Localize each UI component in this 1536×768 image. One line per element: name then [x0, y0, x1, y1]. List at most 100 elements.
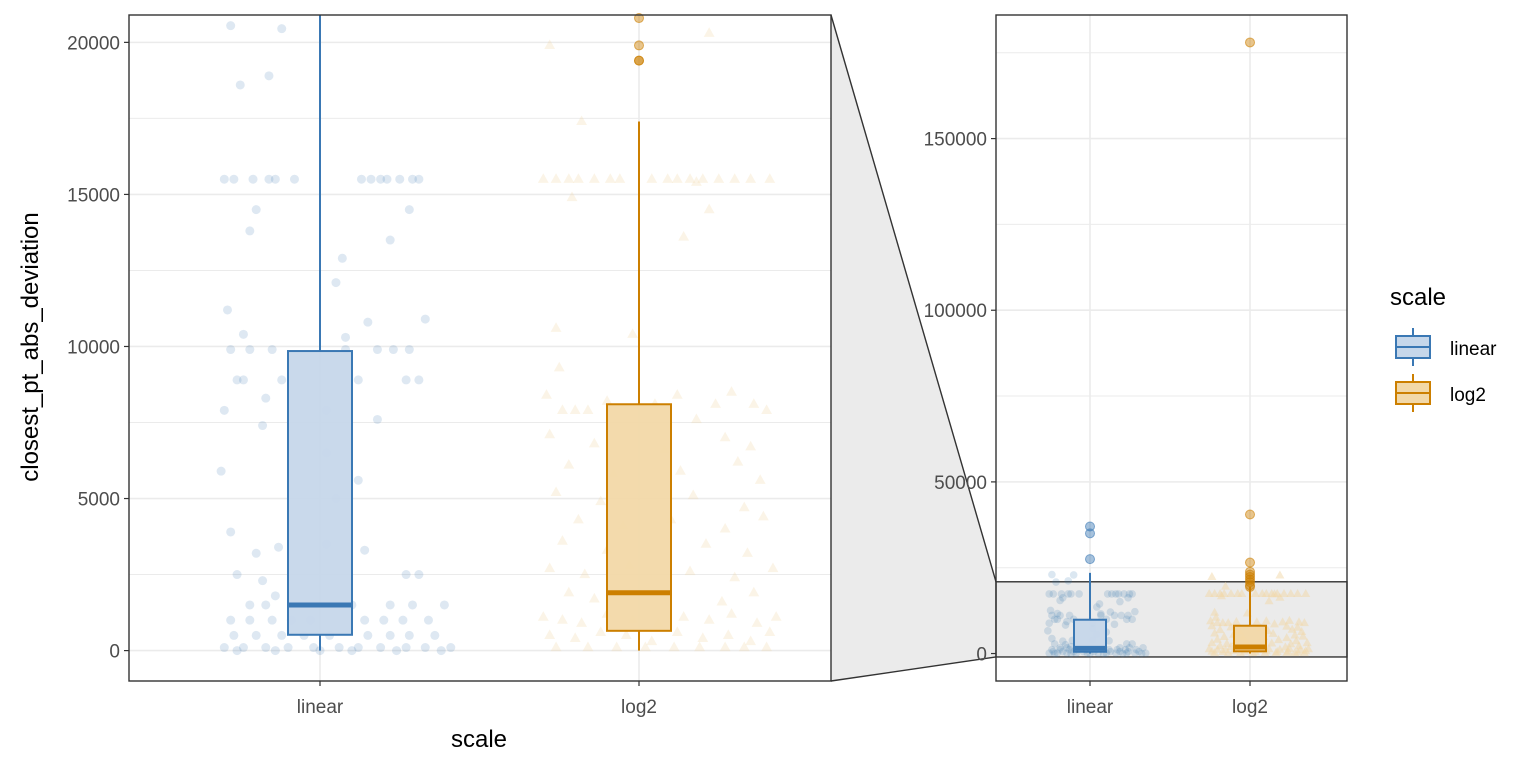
data-point-linear [353, 643, 363, 653]
data-point-log2 [1264, 596, 1274, 605]
data-point-linear [1132, 645, 1141, 654]
main-boxplots [287, 13, 672, 651]
data-point-log2 [1298, 631, 1308, 640]
data-point-log2 [1215, 625, 1225, 634]
data-point-log2 [678, 231, 690, 241]
data-point-log2 [1210, 628, 1220, 637]
outlier-log2 [1245, 574, 1255, 585]
data-point-log2 [1282, 621, 1292, 630]
data-point-linear [219, 643, 229, 653]
data-point-linear [1097, 610, 1105, 618]
outlier-log2 [634, 13, 644, 24]
legend-label-linear: linear [1450, 339, 1497, 360]
data-point-linear [372, 345, 382, 355]
data-point-log2 [537, 611, 549, 621]
data-point-log2 [1282, 633, 1292, 642]
outlier-log2 [1245, 571, 1255, 582]
data-point-log2 [563, 173, 575, 183]
data-point-linear [363, 317, 373, 327]
data-point-log2 [1279, 588, 1289, 597]
y-tick-label: 100000 [924, 301, 987, 322]
data-point-linear [1065, 645, 1074, 654]
y-tick-label: 150000 [924, 130, 987, 151]
data-point-log2 [726, 386, 737, 396]
data-point-linear [232, 570, 242, 580]
data-point-linear [1057, 590, 1066, 598]
data-point-linear [261, 393, 271, 403]
data-point-linear [219, 405, 229, 415]
data-point-linear [219, 174, 229, 184]
zoom-connector-edge [830, 14, 997, 582]
x-axis-title: scale [451, 726, 507, 753]
data-point-linear [1124, 611, 1132, 620]
main-panel-border [128, 14, 832, 682]
data-point-linear [1107, 590, 1116, 598]
data-point-log2 [675, 465, 686, 475]
data-point-log2 [1231, 617, 1241, 626]
data-point-linear [1067, 590, 1075, 598]
data-point-linear [1044, 627, 1052, 635]
data-point-log2 [576, 115, 587, 126]
data-point-log2 [719, 522, 731, 533]
data-point-log2 [761, 641, 772, 652]
data-point-log2 [557, 614, 568, 624]
outlier-log2 [1245, 577, 1255, 588]
data-point-log2 [557, 404, 568, 414]
data-point-log2 [710, 398, 721, 408]
data-point-linear [232, 375, 242, 385]
data-point-linear [1141, 649, 1150, 657]
data-point-log2 [550, 641, 562, 652]
zoom-panel-border [995, 14, 1348, 682]
data-point-log2 [1237, 588, 1247, 597]
data-point-log2 [550, 322, 562, 332]
data-point-log2 [614, 173, 626, 183]
data-point-log2 [544, 39, 556, 50]
data-point-linear [347, 646, 357, 656]
data-point-linear [1049, 590, 1058, 598]
data-point-log2 [572, 513, 584, 524]
data-point-log2 [1207, 621, 1217, 630]
outlier-log2 [634, 40, 644, 51]
data-point-log2 [588, 592, 600, 603]
data-point-log2 [553, 361, 565, 372]
data-point-log2 [1271, 648, 1281, 657]
data-point-log2 [703, 203, 715, 214]
main-y-axis: 0 5000 10000 15000 20000 [67, 33, 129, 663]
data-point-linear [1056, 645, 1064, 654]
data-point-linear [1046, 606, 1055, 615]
data-point-linear [238, 329, 248, 339]
zoom-y-axis: 0 50000 100000 150000 [924, 130, 996, 666]
data-point-linear [366, 174, 376, 184]
data-point-linear [1064, 577, 1073, 585]
data-point-log2 [572, 173, 584, 183]
data-point-log2 [569, 632, 581, 643]
data-point-linear [385, 235, 395, 245]
data-point-linear [1137, 649, 1146, 658]
data-point-linear [270, 591, 280, 601]
outlier-log2 [1245, 557, 1255, 568]
data-point-log2 [541, 389, 552, 399]
data-point-log2 [1275, 570, 1285, 579]
outlier-log2 [1245, 580, 1255, 591]
data-point-linear [274, 542, 284, 552]
data-point-log2 [678, 611, 690, 621]
data-point-log2 [1274, 635, 1284, 644]
data-point-linear [1110, 611, 1119, 620]
data-point-linear [226, 345, 236, 355]
data-point-log2 [1269, 619, 1279, 628]
x-tick-label: linear [1067, 697, 1114, 718]
data-point-linear [1128, 640, 1136, 648]
data-point-log2 [569, 404, 581, 414]
data-point-linear [420, 314, 430, 324]
data-point-linear [1075, 590, 1083, 598]
data-point-linear [1095, 600, 1104, 608]
zoom-connector [831, 15, 996, 681]
data-point-linear [226, 21, 236, 31]
data-point-linear [1048, 611, 1056, 620]
data-point-linear [277, 630, 287, 640]
data-point-log2 [1282, 648, 1292, 657]
data-point-linear [1059, 593, 1067, 602]
data-point-linear [1045, 649, 1053, 657]
data-point-log2 [767, 562, 779, 573]
data-point-linear [1128, 590, 1136, 598]
